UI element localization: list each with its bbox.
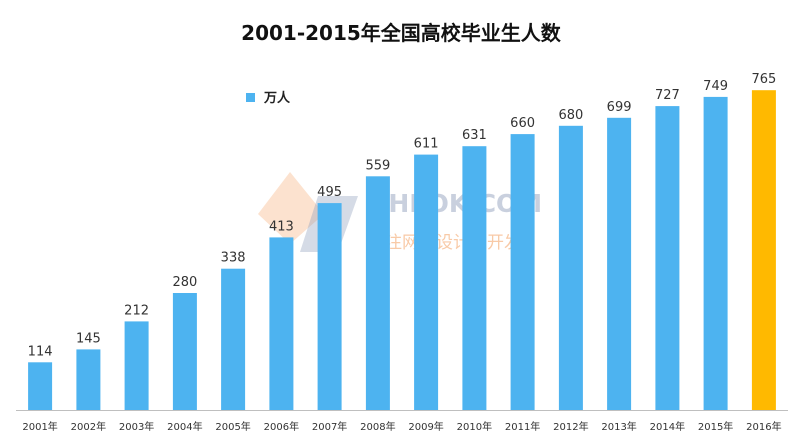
x-tick-label-2002年: 2002年 — [71, 420, 106, 433]
value-label-2011年: 660 — [510, 116, 535, 131]
x-tick-label-2005年: 2005年 — [215, 420, 250, 433]
x-tick-label-2007年: 2007年 — [312, 420, 347, 433]
legend-label: 万人 — [263, 90, 291, 106]
bar-2011年 — [510, 134, 535, 410]
bars-group — [28, 90, 776, 411]
value-label-2015年: 749 — [703, 79, 728, 94]
value-labels-group: 114 145 212 280 338 413 495 559 611 631 660 680 699 7… — [28, 72, 777, 359]
bar-2010年 — [462, 146, 487, 410]
watermark-sub-text: 专注网站设计与开发 — [368, 233, 521, 253]
value-label-2009年: 611 — [414, 137, 439, 152]
x-tick-labels-group: 2001年 2002年 2003年 2004年 2005年 2006年 2007年 2008年… — [22, 420, 781, 433]
bar-2005年 — [221, 268, 246, 410]
bar-2007年 — [317, 203, 342, 410]
x-tick-label-2011年: 2011年 — [505, 420, 540, 433]
x-tick-label-2015年: 2015年 — [698, 420, 733, 433]
x-tick-label-2014年: 2014年 — [650, 420, 685, 433]
bar-2003年 — [124, 321, 149, 410]
legend: 万人 — [246, 90, 291, 106]
value-label-2008年: 559 — [365, 158, 390, 173]
value-label-2013年: 699 — [607, 100, 632, 115]
bar-2004年 — [172, 293, 197, 410]
value-label-2006年: 413 — [269, 219, 294, 234]
value-label-2002年: 145 — [76, 331, 101, 346]
bar-2016年 — [751, 90, 776, 410]
value-label-2007年: 495 — [317, 185, 342, 200]
value-label-2010年: 631 — [462, 128, 487, 143]
watermark-logo-orange — [258, 172, 324, 244]
x-tick-label-2010年: 2010年 — [457, 420, 492, 433]
value-label-2005年: 338 — [221, 251, 246, 266]
value-label-2012年: 680 — [558, 108, 583, 123]
bar-2009年 — [414, 154, 439, 410]
bar-2014年 — [655, 106, 680, 410]
bar-2002年 — [76, 349, 101, 410]
value-label-2001年: 114 — [28, 344, 53, 359]
watermark: PHPOK.COM 专注网站设计与开发 — [258, 172, 542, 253]
x-tick-label-2013年: 2013年 — [601, 420, 636, 433]
x-tick-label-2008年: 2008年 — [360, 420, 395, 433]
bar-2012年 — [558, 125, 583, 411]
x-tick-label-2003年: 2003年 — [119, 420, 154, 433]
bar-2013年 — [607, 117, 632, 411]
bar-2008年 — [365, 176, 390, 410]
x-tick-label-2016年: 2016年 — [746, 420, 781, 433]
x-tick-label-2001年: 2001年 — [22, 420, 57, 433]
legend-swatch — [246, 93, 255, 102]
bar-2015年 — [703, 96, 728, 411]
value-label-2003年: 212 — [124, 303, 149, 318]
x-tick-label-2004年: 2004年 — [167, 420, 202, 433]
x-tick-label-2006年: 2006年 — [264, 420, 299, 433]
bar-2006年 — [269, 237, 294, 410]
value-label-2016年: 765 — [751, 72, 776, 87]
x-tick-label-2012年: 2012年 — [553, 420, 588, 433]
value-label-2014年: 727 — [655, 88, 680, 103]
x-tick-label-2009年: 2009年 — [408, 420, 443, 433]
value-label-2004年: 280 — [172, 275, 197, 290]
bar-2001年 — [28, 362, 53, 410]
chart-title: 2001-2015年全国高校毕业生人数 — [241, 21, 562, 45]
